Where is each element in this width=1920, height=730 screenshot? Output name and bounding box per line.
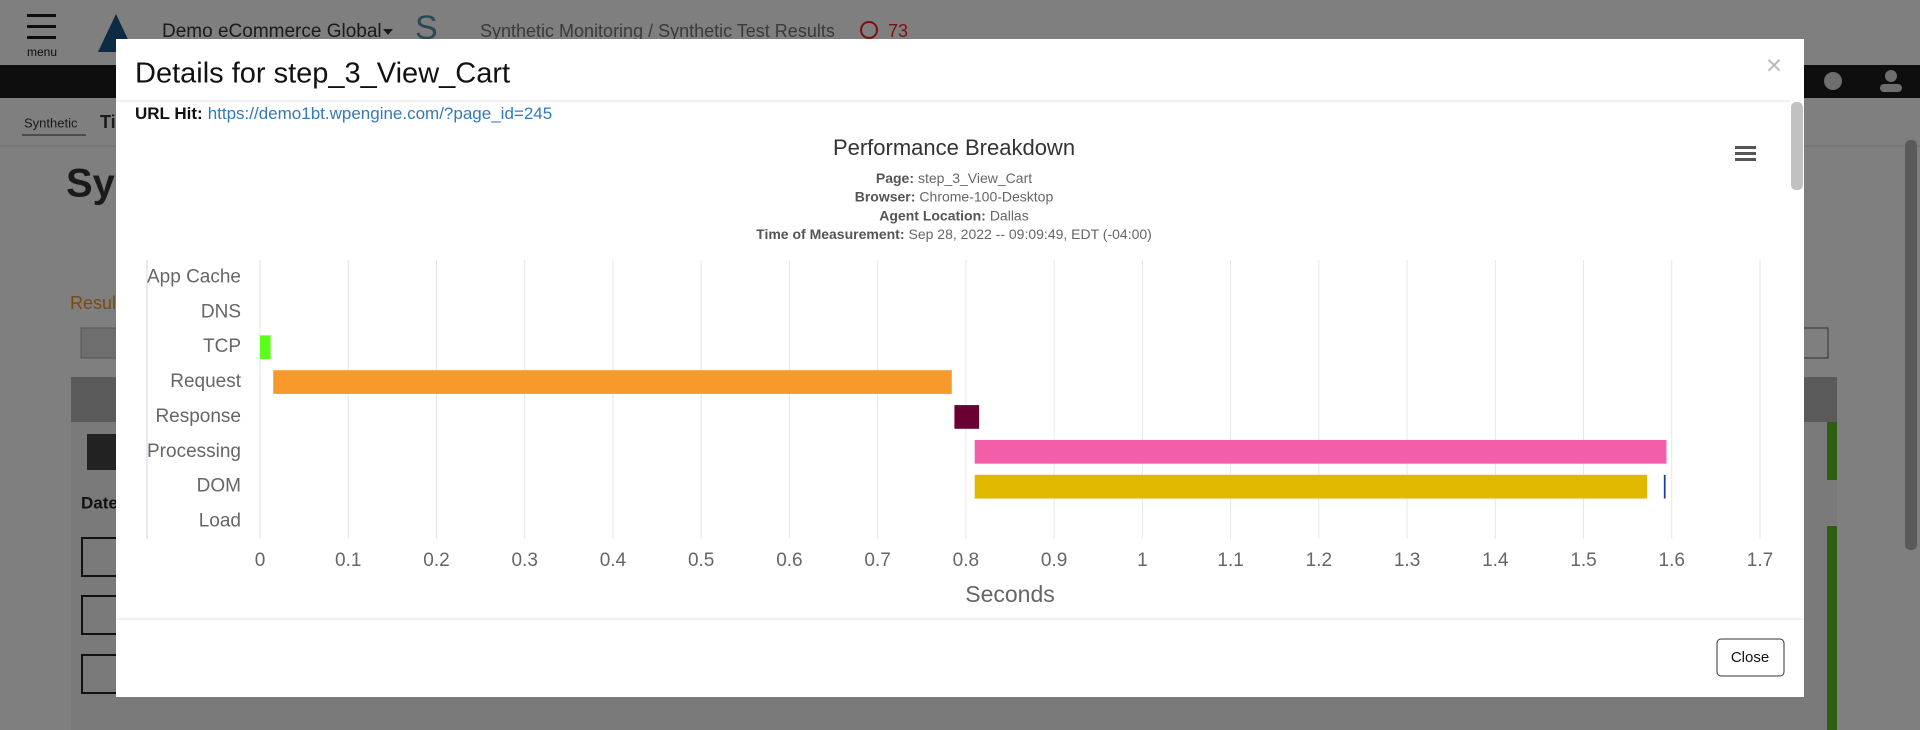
x-tick-label: 1.2 <box>1306 550 1332 571</box>
y-tick-label: Processing <box>147 441 241 462</box>
chart-subtitle: Agent Location: Dallas <box>879 207 1028 223</box>
menu-line <box>27 14 56 17</box>
x-tick-label: 1.7 <box>1747 550 1773 571</box>
chart-menu-line <box>1735 146 1756 149</box>
results-label: Resul <box>70 293 116 313</box>
bar <box>273 370 952 394</box>
pager-button[interactable] <box>80 327 122 359</box>
bar <box>954 405 980 429</box>
chart-menu-line <box>1735 158 1756 161</box>
subtitle-value: Dallas <box>990 207 1029 223</box>
chart-title: Performance Breakdown <box>833 135 1075 160</box>
chart-subtitle: Browser: Chrome-100-Desktop <box>855 188 1054 204</box>
subtitle-value: Chrome-100-Desktop <box>919 188 1053 204</box>
y-tick-label: DNS <box>201 301 241 322</box>
caret <box>383 29 393 35</box>
menu-label: menu <box>27 45 57 59</box>
x-tick-label: 0.7 <box>864 550 890 571</box>
x-tick-label: 1.5 <box>1570 550 1596 571</box>
subtitle-value: step_3_View_Cart <box>918 170 1032 186</box>
x-tick-label: 0.6 <box>776 550 802 571</box>
column-header: Date <box>81 493 118 512</box>
bar <box>974 439 1667 464</box>
bar <box>260 335 271 360</box>
url-link[interactable]: https://demo1bt.wpengine.com/?page_id=24… <box>208 104 553 123</box>
tab[interactable]: Ti <box>100 112 116 132</box>
x-tick-label: 0.9 <box>1041 550 1067 571</box>
subtitle-label: Page: <box>876 170 914 186</box>
x-tick-label: 0.3 <box>511 550 537 571</box>
breadcrumb: Synthetic Monitoring / Synthetic Test Re… <box>480 21 835 41</box>
subtitle-label: Time of Measurement: <box>756 226 904 242</box>
chart-subtitle: Page: step_3_View_Cart <box>876 170 1032 186</box>
x-tick-label: 0.8 <box>953 550 979 571</box>
menu-line <box>27 36 56 39</box>
settings-icon[interactable] <box>1824 72 1842 90</box>
modal-title: Details for step_3_View_Cart <box>135 58 510 90</box>
account-name[interactable]: Demo eCommerce Global <box>162 21 382 42</box>
y-tick-label: App Cache <box>147 266 241 287</box>
user-icon[interactable] <box>1885 70 1897 82</box>
url-label: URL Hit: <box>135 104 203 123</box>
x-tick-label: 1.1 <box>1217 550 1243 571</box>
page-scrollbar <box>1905 140 1917 550</box>
menu-button[interactable]: menu <box>27 14 57 59</box>
x-tick-label: 1.6 <box>1659 550 1685 571</box>
product-logo: S <box>415 9 438 47</box>
page-title: Sy <box>66 162 116 206</box>
y-tick-label: Response <box>155 406 241 427</box>
close-button-label: Close <box>1731 649 1769 666</box>
user-icon-body <box>1880 84 1902 92</box>
x-tick-label: 1 <box>1137 550 1148 571</box>
menu-line <box>27 25 56 28</box>
collapse-button[interactable] <box>87 434 121 470</box>
subtitle-label: Agent Location: <box>879 207 986 223</box>
x-tick-label: 0.5 <box>688 550 714 571</box>
x-axis-label: Seconds <box>965 581 1055 607</box>
alert-count: 73 <box>888 21 908 41</box>
close-icon[interactable]: × <box>1766 49 1782 80</box>
alert-icon[interactable] <box>860 21 878 39</box>
bar <box>974 474 1648 499</box>
chart: Performance Breakdown Page: step_3_View_Ca… <box>146 135 1773 607</box>
x-tick-label: 1.4 <box>1482 550 1509 571</box>
x-tick-label: 0.2 <box>423 550 449 571</box>
y-tick-label: Request <box>170 371 241 392</box>
subtitle-value: Sep 28, 2022 -- 09:09:49, EDT (-04:00) <box>909 226 1152 242</box>
dropdown[interactable] <box>1799 327 1829 359</box>
status-bar <box>1827 422 1837 480</box>
x-tick-label: 0 <box>255 550 266 571</box>
bar <box>1663 474 1666 499</box>
modal-body <box>116 39 1804 697</box>
url-line: URL Hit: https://demo1bt.wpengine.com/?pa… <box>135 104 552 123</box>
tab[interactable]: Synthetic <box>24 115 78 130</box>
chart-menu[interactable] <box>1735 146 1756 161</box>
chart-menu-line <box>1735 152 1756 155</box>
x-tick-label: 1.3 <box>1394 550 1420 571</box>
status-bar <box>1827 526 1837 730</box>
chart-subtitle: Time of Measurement: Sep 28, 2022 -- 09:0… <box>756 226 1152 242</box>
y-tick-label: DOM <box>197 476 241 497</box>
y-tick-label: TCP <box>203 336 241 357</box>
x-tick-label: 0.1 <box>335 550 361 571</box>
y-tick-label: Load <box>199 511 241 532</box>
close-button[interactable] <box>1716 638 1785 677</box>
modal-scrollbar <box>1791 102 1803 190</box>
subtitle-label: Browser: <box>855 188 916 204</box>
modal: Details for step_3_View_Cart × URL Hit: h… <box>116 39 1804 697</box>
x-tick-label: 0.4 <box>600 550 627 571</box>
